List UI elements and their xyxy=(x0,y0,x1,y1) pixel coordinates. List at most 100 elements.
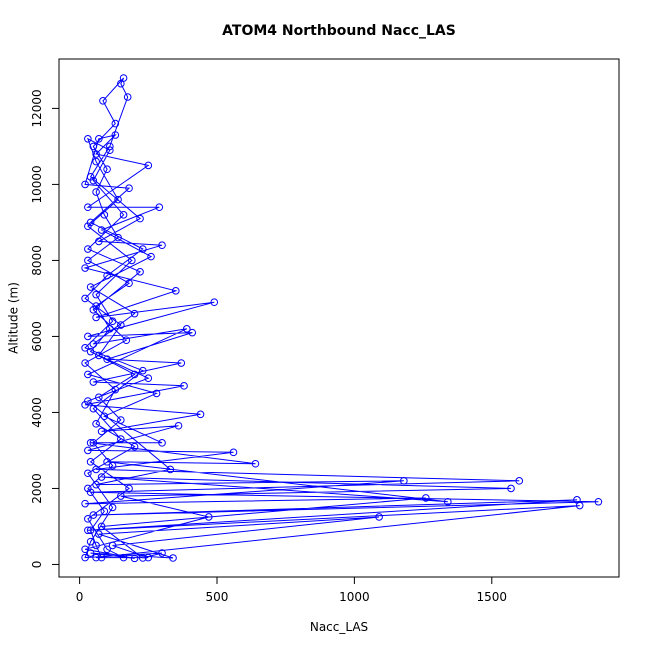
point xyxy=(188,328,197,337)
point xyxy=(86,218,95,227)
point xyxy=(155,203,164,212)
point xyxy=(89,439,98,447)
series-line xyxy=(83,77,599,559)
point xyxy=(81,294,89,303)
point xyxy=(92,157,100,166)
point xyxy=(89,142,98,151)
y-tick-label: 0 xyxy=(30,561,44,569)
point xyxy=(84,526,92,535)
y-axis-label: Altitude (m) xyxy=(7,282,21,354)
point xyxy=(92,188,100,196)
point xyxy=(136,268,144,276)
y-tick-label: 6000 xyxy=(30,321,44,352)
point xyxy=(84,446,92,455)
point xyxy=(99,97,107,105)
point xyxy=(84,397,92,405)
point xyxy=(130,442,139,451)
y-tick-label: 4000 xyxy=(30,397,44,428)
point xyxy=(89,176,98,185)
point xyxy=(103,165,111,174)
point xyxy=(130,309,139,318)
point xyxy=(81,180,89,189)
point xyxy=(84,370,92,379)
point xyxy=(86,488,95,497)
point xyxy=(95,351,103,360)
point xyxy=(422,494,430,502)
point xyxy=(106,142,114,151)
point xyxy=(100,211,109,219)
point xyxy=(86,526,95,535)
point xyxy=(92,290,100,299)
point xyxy=(92,302,100,310)
point xyxy=(103,355,111,364)
y-tick-label: 10000 xyxy=(30,165,44,203)
point xyxy=(92,541,100,550)
point xyxy=(103,458,111,466)
point xyxy=(97,553,106,562)
point xyxy=(100,412,109,421)
x-tick-label: 0 xyxy=(76,590,84,604)
point xyxy=(139,366,147,375)
y-tick-label: 2000 xyxy=(30,473,44,504)
point xyxy=(84,515,92,523)
point xyxy=(89,511,98,519)
point xyxy=(119,211,128,219)
point xyxy=(114,233,122,242)
point xyxy=(130,370,139,379)
point xyxy=(86,549,95,557)
point xyxy=(92,480,100,489)
point xyxy=(125,279,133,288)
point xyxy=(108,317,117,326)
point xyxy=(575,501,584,510)
point xyxy=(84,245,92,253)
point xyxy=(117,321,125,329)
point xyxy=(114,195,122,204)
y-tick-label: 8000 xyxy=(30,245,44,276)
point xyxy=(81,359,89,367)
point xyxy=(111,119,120,128)
point xyxy=(106,325,114,333)
y-tick-label: 12000 xyxy=(30,89,44,127)
point xyxy=(84,222,92,231)
point xyxy=(111,385,120,394)
point xyxy=(106,146,114,155)
point xyxy=(117,79,125,88)
point xyxy=(139,554,147,562)
point xyxy=(103,545,111,554)
point xyxy=(169,554,177,562)
point xyxy=(400,477,408,485)
point xyxy=(84,203,92,212)
x-axis-label: Nacc_LAS xyxy=(310,620,368,634)
point xyxy=(117,435,125,443)
point xyxy=(84,332,92,341)
point xyxy=(89,378,98,386)
point xyxy=(89,404,98,413)
point xyxy=(92,420,100,428)
point xyxy=(125,184,133,193)
point xyxy=(171,287,180,295)
point xyxy=(111,131,120,139)
point xyxy=(95,237,103,246)
point xyxy=(95,393,103,402)
point xyxy=(86,458,95,466)
point xyxy=(152,389,161,398)
point xyxy=(81,545,89,554)
point xyxy=(210,298,219,307)
point xyxy=(97,473,106,481)
point xyxy=(108,541,117,550)
point xyxy=(204,513,213,521)
point xyxy=(117,492,125,500)
point xyxy=(158,241,166,250)
point xyxy=(122,336,131,345)
point xyxy=(117,416,125,424)
point xyxy=(84,469,92,478)
point xyxy=(81,553,89,562)
point xyxy=(86,537,95,546)
point xyxy=(128,256,136,265)
point xyxy=(86,439,95,447)
point xyxy=(158,439,166,447)
point xyxy=(89,340,98,348)
x-tick-label: 1500 xyxy=(477,590,508,604)
